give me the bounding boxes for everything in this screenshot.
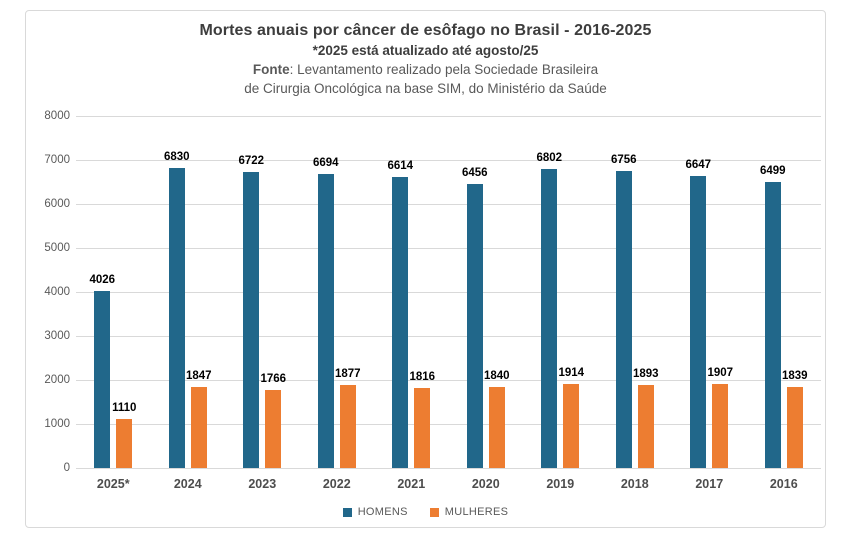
- bar-mulheres-2020: 1840: [484, 370, 510, 468]
- bar-value-label: 6694: [312, 156, 339, 169]
- bar-value-label: 6722: [238, 155, 265, 168]
- bar-mulheres-2021: 1816: [409, 371, 435, 468]
- bar-value-label: 1839: [781, 370, 808, 383]
- bar-value-label: 6756: [610, 153, 637, 166]
- bar-value-label: 6499: [759, 165, 786, 177]
- bar-group-2018: 6756 1893: [598, 116, 673, 468]
- gridline: [76, 336, 821, 337]
- chart-header: Mortes anuais por câncer de esôfago no B…: [26, 11, 825, 98]
- x-axis-label-2023: 2023: [248, 477, 277, 491]
- chart-container: Mortes anuais por câncer de esôfago no B…: [25, 10, 826, 528]
- x-axis-label-2022: 2022: [322, 477, 351, 491]
- bar-group-2022: 6694 1877: [300, 116, 375, 468]
- bar-group-2019: 6802 1914: [523, 116, 598, 468]
- gridline: [76, 160, 821, 161]
- bar-value-label: 1914: [558, 366, 585, 379]
- legend: HOMENS MULHERES: [26, 506, 825, 518]
- legend-item-mulheres: MULHERES: [429, 506, 509, 518]
- source-label: Fonte: [252, 62, 290, 77]
- bar-homens-2016: 6499: [760, 165, 786, 468]
- x-axis-label-2021: 2021: [397, 477, 426, 491]
- bar-group-2017: 6647 1907: [672, 116, 747, 468]
- legend-item-homens: HOMENS: [342, 506, 408, 518]
- y-axis-labels: 0 1000 2000 3000 4000 5000 6000 7000 8000: [26, 110, 70, 474]
- legend-label: HOMENS: [357, 506, 408, 518]
- bar-mulheres-2024: 1847: [186, 370, 212, 468]
- bar-mulheres-2018: 1893: [633, 368, 659, 468]
- x-axis-label-2017: 2017: [695, 477, 724, 491]
- legend-swatch-mulheres: [429, 507, 439, 517]
- plot-wrap: 0 1000 2000 3000 4000 5000 6000 7000 8000 4026 11…: [26, 11, 825, 527]
- y-axis-tick-label: 0: [63, 462, 70, 474]
- bar-value-label: 6647: [685, 158, 712, 171]
- bar-mulheres-2016: 1839: [782, 370, 808, 468]
- x-axis-label-2024: 2024: [173, 477, 202, 491]
- chart-source-line2: de Cirurgia Oncológica na base SIM, do M…: [244, 81, 607, 96]
- gridline: [76, 248, 821, 249]
- bar-homens-2022: 6694: [313, 157, 339, 468]
- y-axis-tick-label: 6000: [44, 198, 70, 210]
- x-axis-label-2018: 2018: [620, 477, 649, 491]
- bar-value-label: 6802: [536, 151, 563, 164]
- bar-group-2016: 6499 1839: [747, 116, 822, 468]
- bar-homens-2019: 6802: [536, 152, 562, 468]
- y-axis-tick-label: 3000: [44, 330, 70, 342]
- bar-homens-2021: 6614: [387, 160, 413, 468]
- bar-mulheres-2023: 1766: [260, 373, 286, 468]
- chart-title: Mortes anuais por câncer de esôfago no B…: [199, 22, 652, 39]
- bar-homens-2024: 6830: [164, 151, 190, 468]
- bar-homens-2025: 4026: [89, 274, 115, 468]
- bar-value-label: 1110: [112, 402, 137, 415]
- legend-label: MULHERES: [444, 506, 509, 518]
- gridline: [76, 204, 821, 205]
- bar-groups: 4026 1110 6830 1847 6722 1766 6694 1877 6614 1816…: [76, 116, 821, 468]
- bar-value-label: 1877: [334, 368, 361, 381]
- y-axis-tick-label: 8000: [44, 110, 70, 122]
- x-axis-label-2016: 2016: [769, 477, 798, 491]
- bar-homens-2018: 6756: [611, 154, 637, 468]
- gridline: [76, 380, 821, 381]
- source-text: : Levantamento realizado pela Sociedade …: [289, 62, 599, 77]
- plot-area: 4026 1110 6830 1847 6722 1766 6694 1877 6614 1816…: [76, 116, 821, 469]
- bar-value-label: 1766: [260, 373, 287, 386]
- bar-value-label: 4026: [89, 273, 116, 286]
- gridline: [76, 292, 821, 293]
- bar-value-label: 1893: [632, 367, 659, 380]
- bar-group-2024: 6830 1847: [151, 116, 226, 468]
- y-axis-tick-label: 5000: [44, 242, 70, 254]
- bar-value-label: 1847: [185, 369, 212, 382]
- bar-homens-2017: 6647: [685, 159, 711, 468]
- bar-value-label: 6614: [387, 160, 414, 172]
- y-axis-tick-label: 7000: [44, 154, 70, 166]
- bar-value-label: 6830: [163, 150, 190, 163]
- x-axis-label-2019: 2019: [546, 477, 575, 491]
- gridline: [76, 116, 821, 117]
- x-axis-label-2020: 2020: [471, 477, 500, 491]
- bar-homens-2020: 6456: [462, 167, 488, 468]
- bar-group-2020: 6456 1840: [449, 116, 524, 468]
- gridline: [76, 424, 821, 425]
- x-axis-label-2025: 2025*: [96, 477, 130, 491]
- gridline: [76, 468, 821, 469]
- bar-group-2025: 4026 1110: [76, 116, 151, 468]
- bar-group-2021: 6614 1816: [374, 116, 449, 468]
- y-axis-tick-label: 4000: [44, 286, 70, 298]
- x-axis-labels: 2025* 2024 2023 2022 2021 2020 2019 2018 2017 201…: [76, 477, 821, 491]
- bar-value-label: 1816: [409, 371, 436, 384]
- bar-homens-2023: 6722: [238, 155, 264, 468]
- bar-value-label: 6456: [461, 166, 488, 179]
- bar-mulheres-2019: 1914: [558, 367, 584, 468]
- bar-mulheres-2025: 1110: [112, 402, 136, 468]
- bar-value-label: 1907: [707, 367, 734, 380]
- bar-mulheres-2022: 1877: [335, 368, 361, 468]
- bar-value-label: 1840: [483, 370, 510, 382]
- bar-mulheres-2017: 1907: [707, 367, 733, 468]
- chart-source-line1: Fonte: Levantamento realizado pela Socie…: [26, 60, 825, 79]
- bar-group-2023: 6722 1766: [225, 116, 300, 468]
- legend-swatch-homens: [342, 507, 352, 517]
- y-axis-tick-label: 1000: [44, 418, 70, 430]
- chart-subtitle: *2025 está atualizado até agosto/25: [312, 43, 539, 58]
- y-axis-tick-label: 2000: [44, 374, 70, 386]
